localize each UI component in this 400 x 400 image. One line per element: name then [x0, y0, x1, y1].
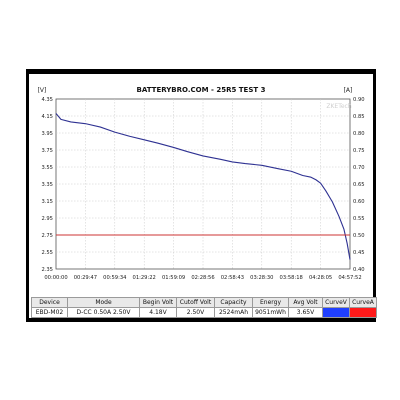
y-left-tick-label: 3.55: [41, 165, 53, 171]
y-left-tick-label: 3.75: [41, 148, 53, 154]
x-tick-label: 04:57:52: [338, 275, 361, 281]
x-tick-label: 02:28:56: [191, 275, 214, 281]
y-left-tick-label: 3.95: [41, 131, 53, 137]
cell-avg-volt: 3.65V: [288, 307, 323, 318]
header-curve-v: CurveV: [322, 297, 350, 308]
y-right-tick-label: 0.45: [353, 250, 365, 256]
voltage-series-line: [55, 113, 351, 260]
y-left-tick-label: 2.95: [41, 216, 53, 222]
y-left-tick-label: 2.75: [41, 233, 53, 239]
cell-cutoff-volt: 2.50V: [176, 307, 215, 318]
header-mode: Mode: [67, 297, 140, 308]
x-tick-label: 01:59:09: [162, 275, 185, 281]
header-capacity: Capacity: [214, 297, 253, 308]
left-unit-label: [V]: [38, 87, 47, 94]
y-left-tick-label: 3.35: [41, 182, 53, 188]
y-right-tick-label: 0.40: [353, 267, 365, 273]
curve-a-color-swatch: [350, 308, 376, 317]
y-right-tick-label: 0.90: [353, 97, 365, 103]
x-tick-label: 00:29:47: [74, 275, 97, 281]
cell-curve-v-swatch: [322, 307, 350, 318]
y-left-tick-label: 2.35: [41, 267, 53, 273]
right-unit-label: [A]: [344, 87, 353, 94]
y-right-tick-label: 0.55: [353, 216, 365, 222]
cell-device: EBD-M02: [31, 307, 68, 318]
cell-mode: D-CC 0.50A 2.50V: [67, 307, 140, 318]
cell-curve-a-swatch: [349, 307, 377, 318]
y-right-tick-label: 0.70: [353, 165, 365, 171]
x-tick-label: 00:59:34: [103, 275, 127, 281]
y-right-tick-label: 0.75: [353, 148, 365, 154]
x-tick-label: 01:29:22: [133, 275, 156, 281]
x-tick-label: 02:58:43: [221, 275, 244, 281]
x-tick-label: 03:28:30: [250, 275, 273, 281]
summary-table: Device Mode Begin Volt Cutoff Volt Capac…: [31, 297, 377, 318]
y-left-tick-label: 4.35: [41, 97, 53, 103]
y-right-tick-label: 0.85: [353, 114, 365, 120]
y-right-tick-label: 0.80: [353, 131, 365, 137]
cell-capacity: 2524mAh: [214, 307, 253, 318]
y-right-tick-label: 0.65: [353, 182, 365, 188]
y-left-tick-label: 4.15: [41, 114, 53, 120]
x-tick-label: 04:28:05: [309, 275, 332, 281]
header-cutoff-volt: Cutoff Volt: [176, 297, 215, 308]
header-device: Device: [31, 297, 68, 308]
header-curve-a: CurveA: [349, 297, 377, 308]
y-left-tick-label: 2.55: [41, 250, 53, 256]
grid: [55, 98, 351, 270]
watermark: ZKETech: [326, 103, 351, 110]
header-avg-volt: Avg Volt: [288, 297, 323, 308]
y-right-tick-label: 0.60: [353, 199, 365, 205]
x-tick-label: 00:00:00: [44, 275, 67, 281]
header-begin-volt: Begin Volt: [139, 297, 177, 308]
table-header-row: Device Mode Begin Volt Cutoff Volt Capac…: [31, 297, 377, 308]
cell-begin-volt: 4.18V: [139, 307, 177, 318]
y-right-tick-label: 0.50: [353, 233, 365, 239]
series-layer: [55, 113, 351, 260]
curve-v-color-swatch: [323, 308, 349, 317]
y-left-tick-label: 3.15: [41, 199, 53, 205]
tick-labels: 4.35 0.90 4.15 0.85 3.95 0.80 3.75 0.75 3.55 0.70…: [41, 97, 364, 281]
table-row: EBD-M02 D-CC 0.50A 2.50V 4.18V 2.50V 252…: [31, 307, 377, 318]
x-tick-label: 03:58:18: [280, 275, 303, 281]
chart-title: BATTERYBRO.COM - 25R5 TEST 3: [137, 86, 266, 94]
header-energy: Energy: [252, 297, 289, 308]
cell-energy: 9051mWh: [252, 307, 289, 318]
